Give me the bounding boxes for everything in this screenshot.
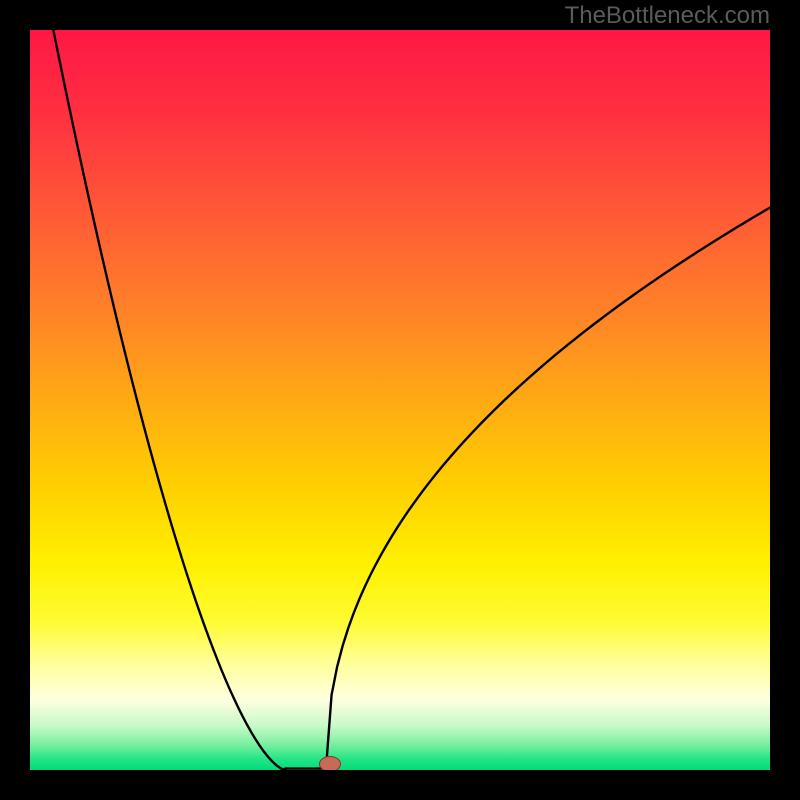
bottleneck-curve bbox=[30, 30, 770, 770]
chart-frame bbox=[0, 0, 800, 800]
plot-area bbox=[30, 30, 770, 770]
optimum-marker bbox=[319, 756, 341, 770]
watermark-text: TheBottleneck.com bbox=[565, 2, 770, 30]
